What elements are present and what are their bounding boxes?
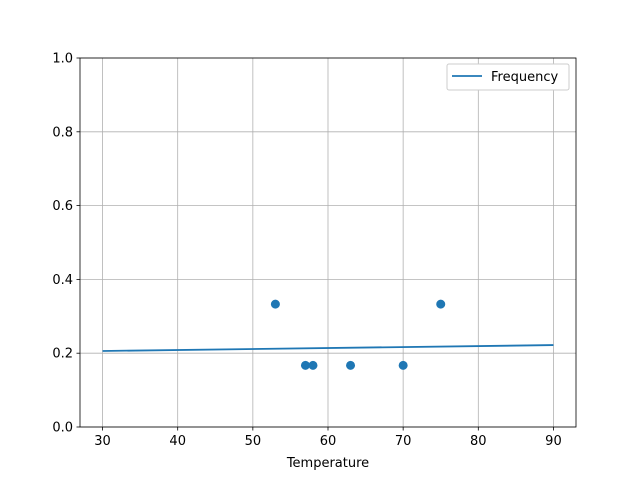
y-tick-label: 1.0 bbox=[52, 52, 73, 67]
x-tick-label: 90 bbox=[545, 434, 562, 449]
scatter-point bbox=[436, 299, 446, 309]
x-tick-label: 70 bbox=[395, 434, 412, 449]
x-tick-label: 80 bbox=[470, 434, 487, 449]
y-tick-label: 0.0 bbox=[52, 421, 73, 436]
x-tick-label: 60 bbox=[320, 434, 337, 449]
y-tick-label: 0.2 bbox=[52, 347, 73, 362]
scatter-point bbox=[300, 360, 310, 370]
x-tick-label: 50 bbox=[245, 434, 262, 449]
scatter-point bbox=[346, 360, 356, 370]
series-layer bbox=[102, 299, 554, 370]
scatter-point bbox=[398, 360, 408, 370]
scatter-point bbox=[308, 360, 318, 370]
legend: Frequency bbox=[446, 63, 570, 91]
x-tick-label: 30 bbox=[94, 434, 111, 449]
x-axis-label: Temperature bbox=[286, 456, 369, 471]
grid bbox=[80, 57, 576, 428]
y-tick-label: 0.8 bbox=[52, 125, 73, 140]
legend-box bbox=[446, 63, 570, 91]
y-tick-label: 0.6 bbox=[52, 199, 73, 214]
y-tick-label: 0.4 bbox=[52, 273, 73, 288]
scatter-point bbox=[270, 299, 280, 309]
ticks: 30 40 50 60 70 80 90 0.0 0.2 0.4 0.6 0.8 1.0 bbox=[52, 52, 561, 450]
legend-label: Frequency bbox=[491, 70, 558, 85]
frequency-line bbox=[102, 344, 554, 352]
x-tick-label: 40 bbox=[169, 434, 186, 449]
